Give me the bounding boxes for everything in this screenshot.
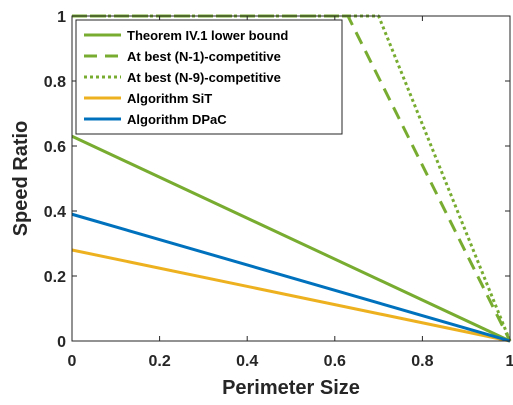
y-tick-label: 0.8 bbox=[44, 74, 66, 91]
axis-ticks: 0 0.2 0.4 0.6 0.8 1 0 0.2 0.4 0.6 0.8 1 bbox=[44, 9, 513, 370]
x-tick-label: 1 bbox=[506, 353, 513, 370]
x-tick-label: 0.6 bbox=[324, 353, 346, 370]
y-tick-label: 0 bbox=[57, 334, 66, 351]
y-axis-title: Speed Ratio bbox=[10, 121, 32, 237]
x-tick-label: 0 bbox=[68, 353, 77, 370]
legend: Theorem IV.1 lower bound At best (N-1)-co… bbox=[75, 19, 343, 135]
legend-label-3: At best (N-9)-competitive bbox=[127, 70, 281, 85]
series-line-5 bbox=[71, 212, 511, 343]
y-tick-label: 0.6 bbox=[44, 139, 66, 156]
legend-label-2: At best (N-1)-competitive bbox=[127, 49, 281, 64]
legend-label-5: Algorithm DPaC bbox=[127, 112, 227, 127]
legend-label-4: Algorithm SiT bbox=[127, 91, 212, 106]
y-tick-label: 0.4 bbox=[44, 204, 66, 221]
x-tick-label: 0.4 bbox=[236, 353, 258, 370]
series-line-4 bbox=[71, 248, 511, 343]
plot-area-frame bbox=[71, 15, 511, 342]
y-tick-label: 0.2 bbox=[44, 269, 66, 286]
x-axis-title: Perimeter Size bbox=[222, 377, 360, 399]
x-tick-label: 0.8 bbox=[411, 353, 433, 370]
series-line-1 bbox=[71, 134, 511, 343]
y-tick-label: 1 bbox=[57, 9, 66, 26]
x-tick-label: 0.2 bbox=[148, 353, 170, 370]
legend-label-1: Theorem IV.1 lower bound bbox=[127, 28, 288, 43]
